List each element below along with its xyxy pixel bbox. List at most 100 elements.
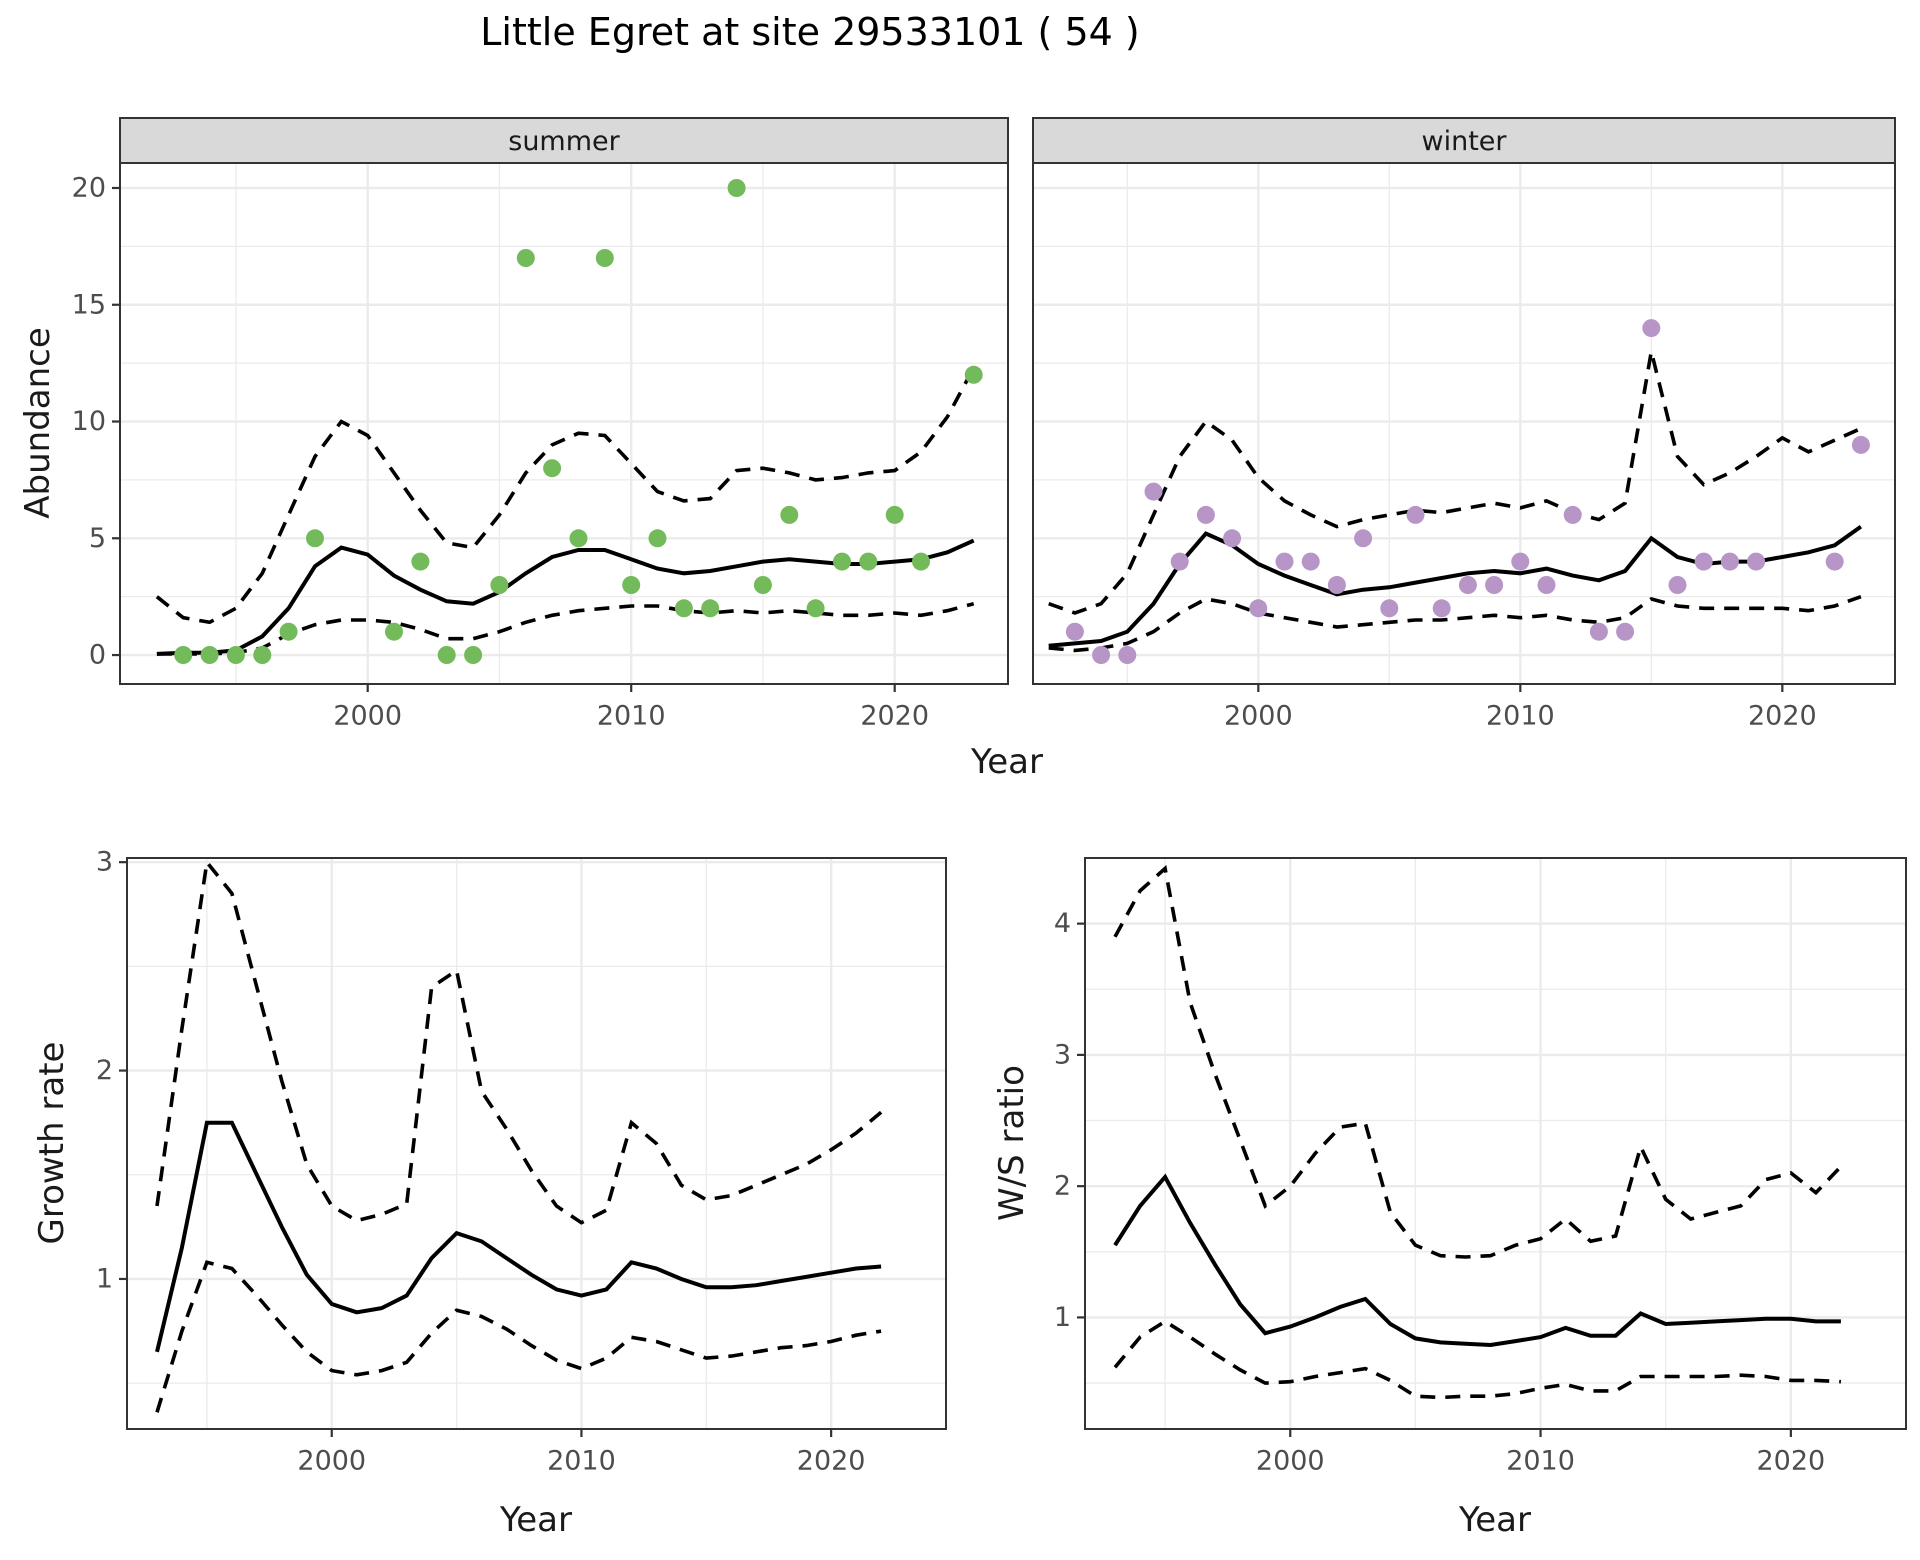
facet-strip (119, 117, 1009, 164)
data-point (1327, 576, 1346, 594)
data-point (1642, 319, 1661, 338)
ci-line (1113, 865, 1843, 1259)
data-point (674, 599, 693, 618)
data-point (1354, 529, 1373, 548)
panel-Growth rate: 2000 2010 2020 1 2 3 (96, 847, 947, 1477)
ci-line (155, 1260, 882, 1413)
y-tick-label: 2 (1054, 1171, 1071, 1202)
data-point (648, 529, 667, 548)
facet-label: winter (1422, 126, 1508, 157)
x-tick-label: 2000 (333, 701, 402, 732)
data-point (1563, 505, 1582, 524)
data-point (226, 646, 245, 664)
data-point (622, 576, 641, 594)
panel-background (120, 163, 1008, 684)
data-point (1851, 435, 1870, 454)
median-line (1113, 1173, 1841, 1348)
y-tick-label: 10 (72, 406, 106, 437)
data-point (490, 576, 509, 594)
panel-border (1084, 857, 1907, 1430)
y-tick-label: 4 (1054, 908, 1071, 939)
x-axis-title-year-ws: Year (1458, 1500, 1531, 1540)
data-point (1406, 505, 1425, 524)
y-tick-label: 20 (72, 172, 106, 203)
data-point (885, 505, 904, 524)
ci-line (1113, 1319, 1841, 1400)
data-point (174, 646, 193, 664)
data-point (253, 646, 272, 664)
x-tick-label: 2000 (1256, 1446, 1325, 1477)
data-point (569, 529, 588, 548)
data-point (1196, 505, 1215, 524)
data-point (1170, 552, 1189, 571)
panel-summer: summer 2000 2010 2020 0 5 10 15 20 (72, 117, 1009, 732)
x-tick-label: 2010 (1486, 701, 1555, 732)
y-tick-label: 1 (96, 1263, 113, 1294)
data-point (753, 576, 772, 594)
data-point (912, 552, 930, 571)
data-point (1616, 622, 1635, 641)
facet-strip (1032, 117, 1896, 164)
panel-winter: winter 2000 2010 2020 (1032, 117, 1896, 732)
data-point (516, 249, 535, 267)
data-point (1380, 599, 1399, 618)
y-axis-title-growth-rate: Growth rate (32, 1042, 72, 1245)
x-tick-label: 2020 (797, 1446, 866, 1477)
data-point (1589, 622, 1608, 641)
x-tick-label: 2010 (547, 1446, 616, 1477)
data-point (1275, 552, 1294, 571)
x-tick-label: 2020 (1748, 701, 1817, 732)
data-point (806, 599, 825, 618)
data-point (1668, 576, 1687, 594)
data-point (701, 599, 720, 618)
data-point (385, 622, 403, 641)
y-tick-label: 3 (1054, 1039, 1071, 1070)
data-point (1223, 529, 1242, 548)
data-point (1118, 646, 1137, 664)
data-point (464, 646, 483, 664)
data-point (964, 365, 983, 384)
y-tick-label: 2 (96, 1055, 113, 1086)
data-point (437, 646, 456, 664)
data-point (1511, 552, 1530, 571)
x-tick-label: 2020 (1757, 1446, 1826, 1477)
x-tick-label: 2000 (1224, 701, 1293, 732)
data-point (1249, 599, 1268, 618)
x-tick-label: 2010 (597, 701, 666, 732)
panel-W/S ratio: 2000 2010 2020 1 2 3 4 (1054, 857, 1907, 1477)
y-tick-label: 0 (89, 640, 106, 671)
data-point (200, 646, 219, 664)
x-tick-label: 2020 (860, 701, 929, 732)
data-point (1485, 576, 1504, 594)
data-point (543, 459, 562, 478)
x-axis-title-year-top: Year (970, 742, 1043, 782)
data-point (279, 622, 298, 641)
data-point (1144, 482, 1163, 501)
median-line (155, 1120, 882, 1353)
data-point (306, 529, 324, 548)
y-tick-label: 3 (96, 847, 113, 878)
data-point (595, 249, 614, 267)
ci-line (1048, 351, 1862, 615)
x-tick-label: 2010 (1506, 1446, 1575, 1477)
panel-background (127, 858, 946, 1429)
data-point (833, 552, 851, 571)
data-point (780, 505, 799, 524)
y-tick-label: 5 (89, 523, 106, 554)
data-point (1092, 646, 1111, 664)
data-point (1720, 552, 1739, 571)
data-point (411, 552, 430, 571)
ci-line (155, 366, 976, 625)
data-point (1458, 576, 1477, 594)
panel-background (1085, 858, 1906, 1429)
data-point (1432, 599, 1451, 618)
data-point (1301, 552, 1320, 571)
y-axis-title-abundance: Abundance (18, 327, 58, 519)
data-point (727, 179, 746, 197)
data-point (1694, 552, 1713, 571)
y-tick-label: 1 (1054, 1302, 1071, 1333)
data-point (1537, 576, 1556, 594)
chart-title: Little Egret at site 29533101 ( 54 ) (480, 10, 1140, 54)
